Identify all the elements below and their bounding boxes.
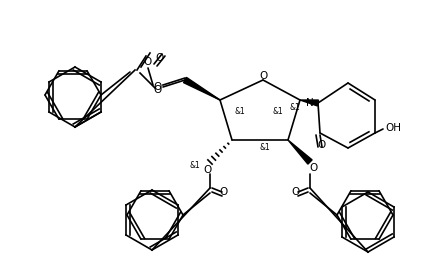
Text: O: O — [318, 140, 326, 150]
Text: &1: &1 — [260, 143, 270, 151]
Text: &1: &1 — [189, 160, 200, 169]
Text: &1: &1 — [235, 108, 246, 117]
Polygon shape — [184, 78, 220, 100]
Text: OH: OH — [385, 123, 401, 133]
Text: O: O — [204, 165, 212, 175]
Text: O: O — [292, 187, 300, 197]
Text: O: O — [144, 57, 152, 67]
Text: &1: &1 — [273, 108, 283, 117]
Text: O: O — [156, 53, 164, 63]
Text: O: O — [220, 187, 228, 197]
Text: N: N — [306, 98, 314, 108]
Text: &1: &1 — [290, 104, 301, 112]
Text: O: O — [154, 85, 162, 95]
Text: O: O — [310, 163, 318, 173]
Polygon shape — [300, 100, 319, 106]
Text: O: O — [154, 82, 162, 92]
Polygon shape — [288, 140, 312, 164]
Text: O: O — [259, 71, 267, 81]
